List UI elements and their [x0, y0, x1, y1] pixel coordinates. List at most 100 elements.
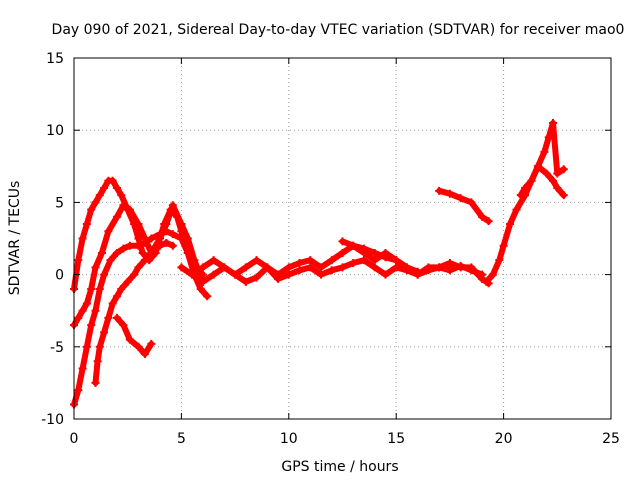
data-point-marker — [542, 169, 551, 178]
data-point-marker — [544, 133, 553, 142]
data-point-marker — [456, 261, 465, 270]
data-point-marker — [435, 186, 444, 195]
data-point-marker — [392, 263, 401, 272]
data-point-marker — [112, 212, 121, 221]
data-point-marker — [252, 256, 261, 265]
data-point-marker — [392, 256, 401, 265]
data-point-marker — [74, 313, 83, 322]
data-point-marker — [125, 205, 134, 214]
data-point-marker — [162, 227, 171, 236]
data-point-marker — [82, 220, 91, 229]
data-point-marker — [327, 256, 336, 265]
y-tick-label: 5 — [55, 195, 64, 211]
data-point-marker — [91, 306, 100, 315]
data-point-marker — [78, 364, 87, 373]
data-point-marker — [252, 273, 261, 282]
data-point-marker — [327, 266, 336, 275]
data-point-marker — [100, 328, 109, 337]
series-line-arc-6 — [178, 242, 492, 287]
data-point-marker — [359, 244, 368, 253]
data-point-marker — [359, 256, 368, 265]
data-point-marker — [467, 198, 476, 207]
data-point-marker — [104, 227, 113, 236]
data-point-marker — [140, 350, 149, 359]
data-point-marker — [95, 285, 104, 294]
data-point-marker — [381, 253, 390, 262]
data-point-marker — [87, 321, 96, 330]
data-point-marker — [317, 270, 326, 279]
data-point-marker — [549, 118, 558, 127]
data-point-marker — [91, 263, 100, 272]
plot-frame — [73, 57, 612, 420]
data-point-marker — [274, 274, 283, 283]
data-point-marker — [338, 248, 347, 257]
data-point-marker — [241, 263, 250, 272]
data-point-marker — [231, 270, 240, 279]
data-point-marker — [506, 220, 515, 229]
data-point-marker — [198, 263, 207, 272]
data-point-marker — [533, 162, 542, 171]
data-point-marker — [540, 147, 549, 156]
data-point-marker — [241, 277, 250, 286]
data-point-marker — [119, 201, 128, 210]
data-point-marker — [521, 183, 530, 192]
data-point-marker — [168, 201, 177, 210]
data-point-marker — [456, 194, 465, 203]
data-point-marker — [112, 292, 121, 301]
data-point-marker — [553, 183, 562, 192]
data-point-marker — [435, 263, 444, 272]
data-point-marker — [117, 285, 126, 294]
data-point-marker — [147, 339, 156, 348]
data-point-marker — [284, 270, 293, 279]
data-point-marker — [82, 342, 91, 351]
y-tick-label: -5 — [50, 340, 64, 356]
data-point-marker — [516, 191, 525, 200]
data-point-marker — [147, 248, 156, 257]
data-point-marker — [499, 241, 508, 250]
data-point-marker — [112, 183, 121, 192]
data-point-marker — [495, 256, 504, 265]
data-point-marker — [95, 191, 104, 200]
data-point-marker — [95, 342, 104, 351]
data-point-marker — [87, 205, 96, 214]
data-point-marker — [155, 241, 164, 250]
data-point-marker — [104, 313, 113, 322]
data-point-marker — [106, 256, 115, 265]
data-point-marker — [284, 263, 293, 272]
series-line-arc-5 — [114, 314, 155, 357]
data-point-marker — [424, 266, 433, 275]
data-point-marker — [402, 263, 411, 272]
data-point-marker — [349, 259, 358, 268]
data-point-marker — [119, 244, 128, 253]
data-point-marker — [488, 270, 497, 279]
data-point-marker — [220, 263, 229, 272]
data-point-marker — [112, 313, 121, 322]
data-point-marker — [295, 266, 304, 275]
data-point-marker — [478, 212, 487, 221]
data-point-marker — [295, 259, 304, 268]
data-point-marker — [134, 220, 143, 229]
data-point-marker — [445, 189, 454, 198]
data-point-marker — [198, 277, 207, 286]
data-point-marker — [370, 263, 379, 272]
data-point-marker — [140, 238, 149, 247]
series-line-arc-3 — [71, 228, 206, 408]
y-tick-label: 0 — [55, 268, 64, 284]
x-axis-label: GPS time / hours — [281, 459, 398, 475]
data-point-marker — [381, 270, 390, 279]
y-tick-label: -10 — [41, 412, 64, 428]
x-tick-label: 5 — [177, 431, 186, 447]
data-point-marker — [482, 277, 491, 286]
data-point-marker — [147, 234, 156, 243]
data-point-marker — [134, 263, 143, 272]
x-tick-label: 15 — [387, 431, 405, 447]
data-point-marker — [549, 176, 558, 185]
x-tick-label: 10 — [280, 431, 298, 447]
data-point-marker — [123, 277, 132, 286]
data-point-marker — [119, 321, 128, 330]
data-point-marker — [527, 176, 536, 185]
data-point-marker — [162, 238, 171, 247]
data-point-marker — [125, 241, 134, 250]
data-point-marker — [445, 266, 454, 275]
